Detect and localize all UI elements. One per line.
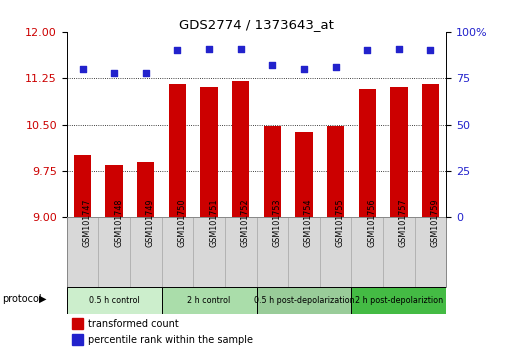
Text: GSM101751: GSM101751: [209, 199, 218, 247]
Bar: [288, 217, 320, 287]
Point: [363, 47, 371, 53]
Bar: [225, 217, 256, 287]
Text: GSM101756: GSM101756: [367, 199, 376, 247]
Text: GSM101753: GSM101753: [272, 199, 281, 247]
Text: 0.5 h post-depolarization: 0.5 h post-depolarization: [253, 296, 354, 305]
Text: GSM101747: GSM101747: [83, 199, 91, 247]
Bar: [72, 318, 83, 329]
Bar: [320, 217, 351, 287]
Bar: [162, 217, 193, 287]
Text: transformed count: transformed count: [88, 319, 179, 329]
Bar: [193, 217, 225, 287]
Text: GSM101748: GSM101748: [114, 199, 123, 247]
Bar: [130, 217, 162, 287]
Text: 2 h post-depolariztion: 2 h post-depolariztion: [355, 296, 443, 305]
Point: [331, 64, 340, 70]
Bar: [67, 217, 98, 287]
Bar: [72, 334, 83, 345]
Text: GSM101759: GSM101759: [430, 199, 440, 247]
Bar: [256, 217, 288, 287]
Point: [78, 66, 87, 72]
Point: [394, 46, 403, 51]
Bar: [67, 287, 162, 314]
Title: GDS2774 / 1373643_at: GDS2774 / 1373643_at: [179, 18, 334, 31]
Text: GSM101757: GSM101757: [399, 199, 408, 247]
Text: 2 h control: 2 h control: [187, 296, 231, 305]
Text: GSM101754: GSM101754: [304, 199, 313, 247]
Bar: [162, 287, 256, 314]
Bar: [351, 217, 383, 287]
Bar: [256, 287, 351, 314]
Text: percentile rank within the sample: percentile rank within the sample: [88, 335, 252, 345]
Bar: [383, 217, 415, 287]
Bar: [327, 126, 344, 217]
Bar: [390, 87, 407, 217]
Text: GSM101755: GSM101755: [336, 199, 345, 247]
Text: protocol: protocol: [3, 294, 42, 304]
Bar: [232, 81, 249, 217]
Bar: [351, 287, 446, 314]
Bar: [295, 132, 312, 217]
Bar: [359, 89, 376, 217]
Bar: [137, 161, 154, 217]
Bar: [106, 165, 123, 217]
Bar: [74, 155, 91, 217]
Bar: [169, 84, 186, 217]
Point: [110, 70, 118, 75]
Point: [426, 47, 435, 53]
Bar: [415, 217, 446, 287]
Bar: [422, 84, 439, 217]
Point: [300, 66, 308, 72]
Point: [205, 46, 213, 51]
Point: [142, 70, 150, 75]
Point: [236, 46, 245, 51]
Bar: [98, 217, 130, 287]
Bar: [264, 126, 281, 217]
Text: GSM101752: GSM101752: [241, 199, 250, 247]
Point: [268, 62, 277, 68]
Text: GSM101750: GSM101750: [177, 199, 186, 247]
Bar: [201, 87, 218, 217]
Text: 0.5 h control: 0.5 h control: [89, 296, 140, 305]
Text: ▶: ▶: [38, 294, 46, 304]
Point: [173, 47, 182, 53]
Text: GSM101749: GSM101749: [146, 199, 155, 247]
